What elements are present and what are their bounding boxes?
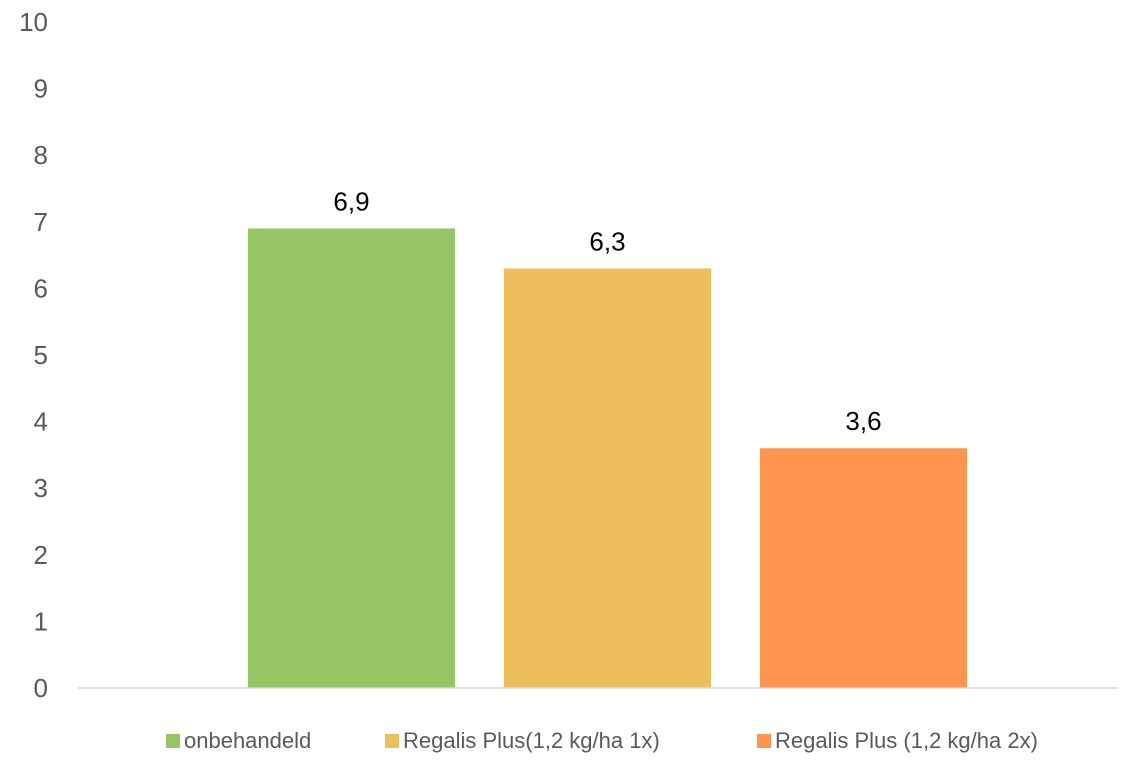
y-tick-label: 4 [34,407,48,437]
y-tick-label: 0 [34,673,48,703]
legend-label-onbehandeld: onbehandeld [184,728,312,753]
data-labels-group: 6,9 6,3 3,6 [333,186,881,436]
y-tick-label: 8 [34,140,48,170]
legend-swatch-regalis-2x [757,734,771,748]
bar-value-label-2: 3,6 [845,406,881,436]
y-tick-label: 7 [34,207,48,237]
legend-label-regalis-2x: Regalis Plus (1,2 kg/ha 2x) [775,728,1038,753]
legend: onbehandeld Regalis Plus(1,2 kg/ha 1x) R… [0,728,1121,760]
legend-swatch-regalis-1x [385,734,399,748]
y-tick-label: 9 [34,74,48,104]
y-tick-label: 1 [34,606,48,636]
bar-value-label-0: 6,9 [333,186,369,216]
legend-label-regalis-1x: Regalis Plus(1,2 kg/ha 1x) [403,728,660,753]
legend-item-regalis-1x: Regalis Plus(1,2 kg/ha 1x) [385,728,660,754]
bar-2 [760,448,967,688]
y-axis-ticks: 0 1 2 3 4 5 6 7 8 9 10 [19,7,48,703]
bar-1 [504,268,711,688]
legend-swatch-onbehandeld [166,734,180,748]
y-tick-label: 10 [19,7,48,37]
legend-item-regalis-2x: Regalis Plus (1,2 kg/ha 2x) [757,728,1038,754]
y-tick-label: 2 [34,540,48,570]
bar-0 [248,228,455,688]
bar-value-label-1: 6,3 [589,226,625,256]
bars-group [248,228,967,688]
legend-item-onbehandeld: onbehandeld [166,728,311,754]
y-tick-label: 3 [34,473,48,503]
y-tick-label: 6 [34,273,48,303]
y-tick-label: 5 [34,340,48,370]
